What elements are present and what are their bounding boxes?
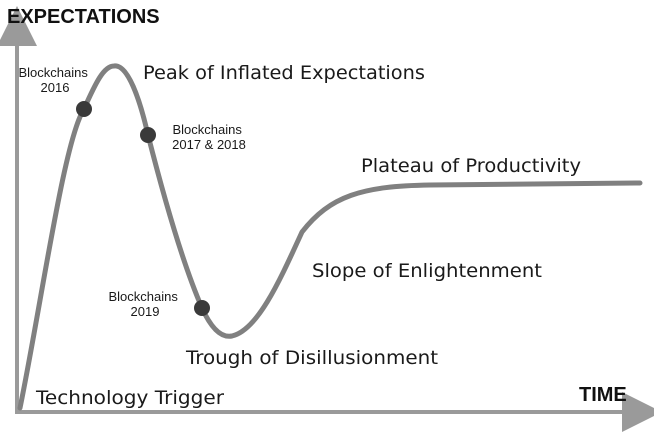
x-axis-title: TIME	[579, 384, 627, 406]
marker-label-2019: Blockchains 2019	[109, 289, 182, 319]
marker-label-2019-line1: Blockchains	[109, 289, 179, 304]
marker-label-2017-2018: Blockchains 2017 & 2018	[172, 122, 246, 152]
phase-label-technology-trigger: Technology Trigger	[35, 387, 224, 409]
phase-label-plateau: Plateau of Productivity	[361, 155, 581, 177]
marker-label-2017-2018-line2: 2017 & 2018	[172, 137, 246, 152]
phase-label-peak: Peak of Inflated Expectations	[143, 62, 425, 84]
y-axis-title: EXPECTATIONS	[7, 6, 160, 28]
marker-dot-2019	[194, 300, 210, 316]
marker-label-2017-2018-line1: Blockchains	[173, 122, 243, 137]
phase-label-slope: Slope of Enlightenment	[312, 260, 542, 282]
hype-curve	[17, 63, 643, 411]
marker-label-2019-line2: 2019	[131, 304, 160, 319]
marker-dot-2016	[76, 101, 92, 117]
marker-label-2016-line2: 2016	[41, 80, 70, 95]
marker-label-2016-line1: Blockchains	[19, 65, 89, 80]
marker-label-2016: Blockchains 2016	[19, 65, 92, 95]
marker-dot-2017-2018	[140, 127, 156, 143]
phase-label-trough: Trough of Disillusionment	[185, 347, 438, 369]
